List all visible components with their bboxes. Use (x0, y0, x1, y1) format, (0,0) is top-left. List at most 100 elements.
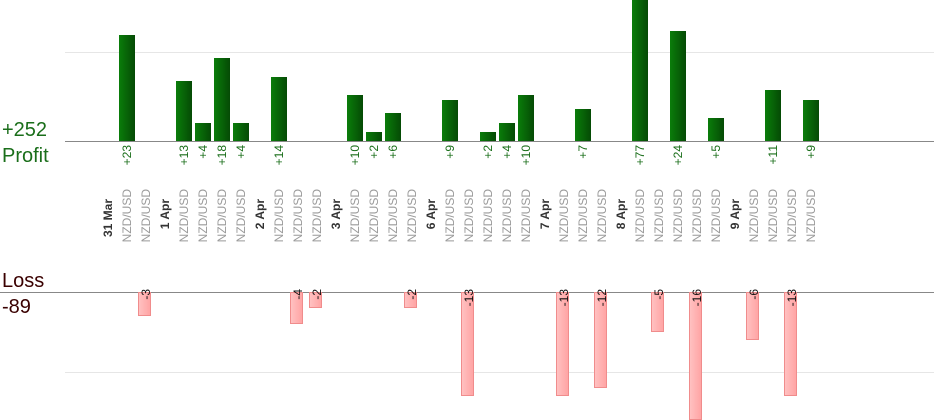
profit-bar (670, 31, 686, 141)
profit-bar (518, 95, 534, 141)
date-label: 3 Apr (329, 199, 343, 230)
loss-bar (290, 292, 303, 324)
pair-label: NZD/USD (747, 189, 761, 243)
bars-layer (119, 0, 819, 420)
profit-label: Profit (2, 145, 49, 167)
profit-bar (480, 132, 496, 141)
loss-value-label: -4 (291, 289, 305, 300)
loss-bar (746, 292, 759, 340)
profit-bar (214, 58, 230, 141)
profit-value-label: +10 (519, 145, 533, 166)
pair-label: NZD/USD (633, 189, 647, 243)
pair-label: NZD/USD (462, 189, 476, 243)
pair-label: NZD/USD (177, 189, 191, 243)
loss-value-label: -13 (462, 289, 476, 307)
profit-value-label: +18 (215, 145, 229, 166)
loss-bar (784, 292, 797, 396)
profit-value-label: +23 (120, 145, 134, 166)
pair-label: NZD/USD (348, 189, 362, 243)
loss-bar (404, 292, 417, 308)
pair-label: NZD/USD (576, 189, 590, 243)
profit-bar (708, 118, 724, 141)
pair-label: NZD/USD (709, 189, 723, 243)
pair-label: NZD/USD (291, 189, 305, 243)
pair-label: NZD/USD (690, 189, 704, 243)
pair-label: NZD/USD (234, 189, 248, 243)
profit-total: +252 (2, 119, 48, 141)
loss-value-label: -2 (405, 289, 419, 300)
profit-bar (119, 35, 135, 141)
date-label: 1 Apr (158, 199, 172, 230)
profit-value-label: +13 (177, 145, 191, 166)
profit-bar (442, 100, 458, 141)
loss-value-label: -13 (557, 289, 571, 307)
profit-bar (803, 100, 819, 141)
loss-bar (138, 292, 151, 316)
profit-value-label: +4 (196, 145, 210, 159)
loss-value-label: -3 (139, 289, 153, 300)
profit-bar (271, 77, 287, 141)
pair-label: NZD/USD (652, 189, 666, 243)
pair-label: NZD/USD (367, 189, 381, 243)
loss-bar (651, 292, 664, 332)
profit-bar (176, 81, 192, 141)
date-label: 7 Apr (538, 199, 552, 230)
pair-label: NZD/USD (215, 189, 229, 243)
date-label: 2 Apr (253, 199, 267, 230)
loss-value-label: -5 (652, 289, 666, 300)
pair-label: NZD/USD (804, 189, 818, 243)
pair-label: NZD/USD (671, 189, 685, 243)
pair-label: NZD/USD (785, 189, 799, 243)
loss-bar (594, 292, 607, 388)
profit-value-label: +14 (272, 145, 286, 166)
profit-value-label: +9 (443, 145, 457, 159)
profit-value-label: +2 (367, 145, 381, 159)
pair-label: NZD/USD (766, 189, 780, 243)
pair-label: NZD/USD (139, 189, 153, 243)
loss-bar (309, 292, 322, 308)
date-label: 31 Mar (101, 199, 115, 237)
date-label: 6 Apr (424, 199, 438, 230)
pair-label: NZD/USD (557, 189, 571, 243)
pair-label: NZD/USD (481, 189, 495, 243)
loss-bar (461, 292, 474, 396)
loss-value-label: -13 (785, 289, 799, 307)
loss-value-label: -12 (595, 289, 609, 307)
profit-bar (632, 0, 648, 141)
profit-bar (575, 109, 591, 141)
profit-bar (195, 123, 211, 141)
loss-label: Loss (2, 270, 45, 292)
pair-label: NZD/USD (500, 189, 514, 243)
pair-label: NZD/USD (120, 189, 134, 243)
profit-bar (366, 132, 382, 141)
loss-value-label: -2 (310, 289, 324, 300)
labels-layer: 31 Mar NZD/USD +23 NZD/USD -3 1 Apr NZD/USD +13… (101, 145, 818, 307)
loss-total: -89 (2, 296, 31, 318)
profit-bar (765, 90, 781, 141)
loss-value-label: -16 (690, 289, 704, 307)
profit-value-label: +5 (709, 145, 723, 159)
profit-value-label: +4 (500, 145, 514, 159)
pair-label: NZD/USD (595, 189, 609, 243)
loss-bar (556, 292, 569, 396)
profit-value-label: +24 (671, 145, 685, 166)
profit-bar (385, 113, 401, 141)
profit-value-label: +2 (481, 145, 495, 159)
pair-label: NZD/USD (272, 189, 286, 243)
loss-value-label: -6 (747, 289, 761, 300)
profit-bar (233, 123, 249, 141)
pair-label: NZD/USD (196, 189, 210, 243)
date-label: 9 Apr (728, 199, 742, 230)
profit-bar (347, 95, 363, 141)
pair-label: NZD/USD (405, 189, 419, 243)
profit-value-label: +10 (348, 145, 362, 166)
profit-value-label: +4 (234, 145, 248, 159)
pair-label: NZD/USD (386, 189, 400, 243)
pair-label: NZD/USD (443, 189, 457, 243)
loss-bar (689, 292, 702, 420)
profit-value-label: +7 (576, 145, 590, 159)
profit-value-label: +9 (804, 145, 818, 159)
pair-label: NZD/USD (310, 189, 324, 243)
profit-value-label: +77 (633, 145, 647, 166)
